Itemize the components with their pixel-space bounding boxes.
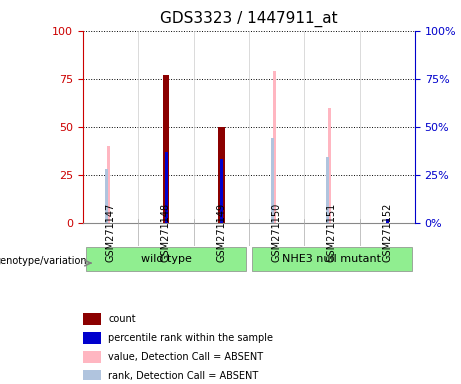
Title: GDS3323 / 1447911_at: GDS3323 / 1447911_at xyxy=(160,10,338,26)
Text: count: count xyxy=(108,314,136,324)
FancyBboxPatch shape xyxy=(252,247,412,271)
Bar xyxy=(271,138,274,223)
Bar xyxy=(326,157,329,223)
Text: percentile rank within the sample: percentile rank within the sample xyxy=(108,333,273,343)
Text: GSM271152: GSM271152 xyxy=(382,203,392,262)
Text: value, Detection Call = ABSENT: value, Detection Call = ABSENT xyxy=(108,352,263,362)
Text: GSM271149: GSM271149 xyxy=(216,203,226,262)
Bar xyxy=(163,75,169,223)
Text: rank, Detection Call = ABSENT: rank, Detection Call = ABSENT xyxy=(108,371,259,381)
Bar xyxy=(218,127,225,223)
Bar xyxy=(328,108,331,223)
Text: wild type: wild type xyxy=(141,254,191,264)
Bar xyxy=(83,313,101,325)
Bar xyxy=(220,159,224,223)
Bar xyxy=(165,152,168,223)
Bar xyxy=(105,169,108,223)
Text: GSM271148: GSM271148 xyxy=(161,203,171,262)
Text: GSM271151: GSM271151 xyxy=(327,203,337,262)
Bar xyxy=(107,146,110,223)
Text: NHE3 null mutant: NHE3 null mutant xyxy=(283,254,381,264)
Bar xyxy=(386,219,390,223)
Text: GSM271150: GSM271150 xyxy=(272,203,282,262)
FancyBboxPatch shape xyxy=(86,247,246,271)
Bar xyxy=(83,370,101,382)
Bar xyxy=(83,351,101,363)
Bar xyxy=(273,71,276,223)
Text: genotype/variation: genotype/variation xyxy=(0,256,88,266)
Bar xyxy=(83,332,101,344)
Text: GSM271147: GSM271147 xyxy=(106,203,116,262)
